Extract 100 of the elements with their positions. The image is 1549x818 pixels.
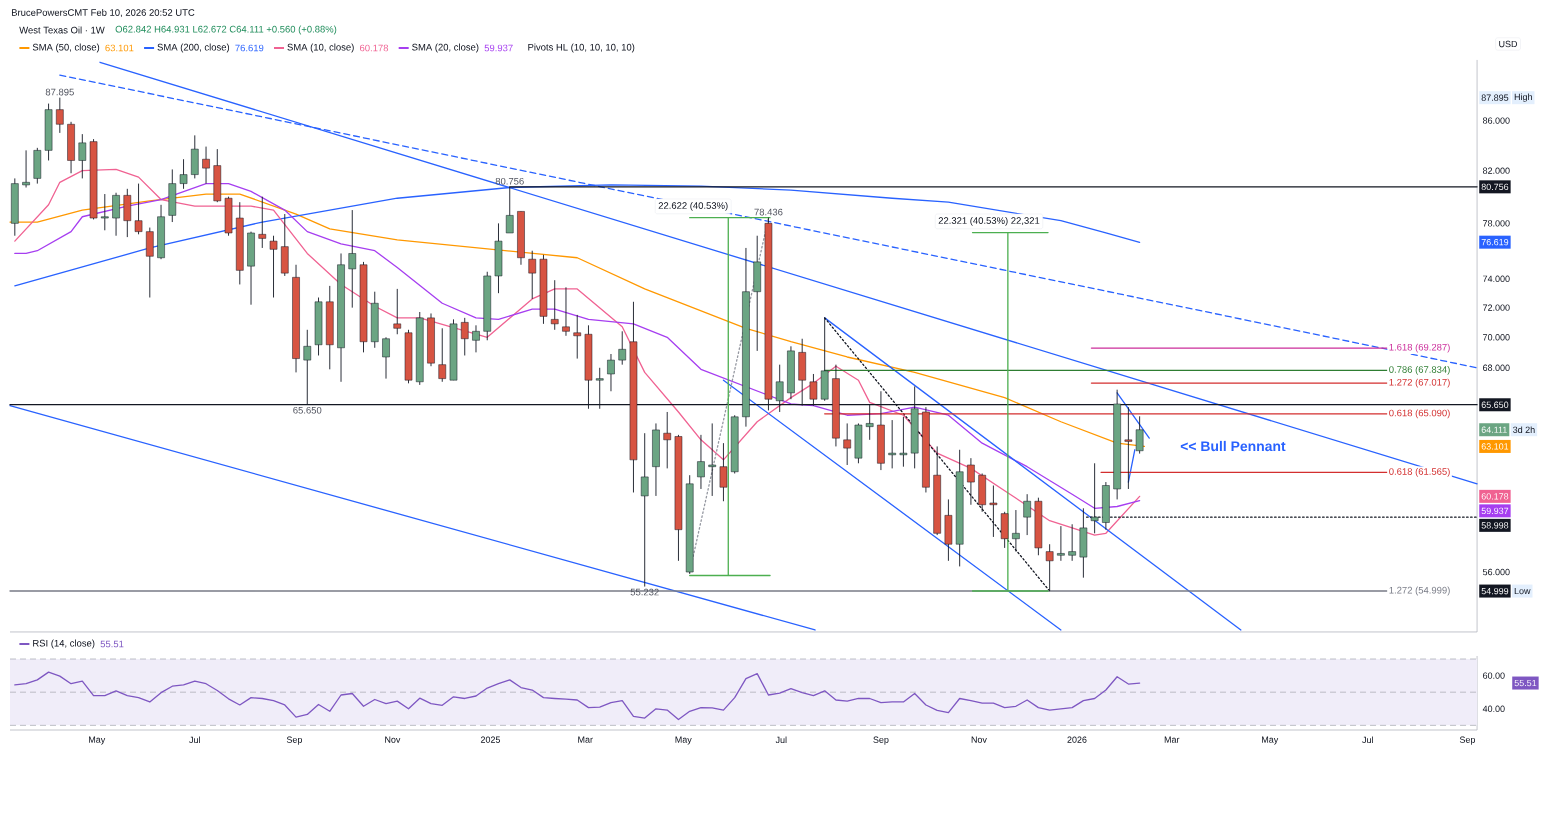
y-tick-label: 74.000 xyxy=(1483,275,1510,282)
candlestick xyxy=(22,149,30,188)
chart-title: West Texas Oil · 1W xyxy=(19,26,105,34)
series-label: 0.618 (61.565) xyxy=(1389,467,1450,477)
annotation: 76.619 xyxy=(1481,239,1509,246)
legend-label: SMA (200, close) xyxy=(157,43,230,53)
candlestick xyxy=(438,327,447,383)
candlestick xyxy=(663,411,671,469)
x-tick-label: Nov xyxy=(971,736,987,743)
candlestick xyxy=(550,279,559,331)
candlestick xyxy=(697,434,705,490)
legend-label: SMA (20, close) xyxy=(412,43,479,53)
text: High xyxy=(1514,93,1532,102)
candlestick xyxy=(202,146,210,185)
candlestick xyxy=(1023,493,1031,536)
text: 55.51 xyxy=(100,640,124,648)
y-tick-label: 56.000 xyxy=(1482,568,1510,576)
y-tick-label: 70.000 xyxy=(1483,334,1510,341)
annotation: << Bull Pennant xyxy=(1180,440,1286,452)
legend-label: RSI (14, close) xyxy=(33,639,95,649)
candlestick xyxy=(1135,415,1144,455)
candlestick xyxy=(888,419,896,469)
candlestick xyxy=(1124,406,1133,490)
x-tick-label: Sep xyxy=(286,736,303,745)
y-tick-label: 78.000 xyxy=(1483,220,1510,227)
x-tick-label: Jul xyxy=(1362,736,1373,744)
y-tick-label: 40.00 xyxy=(1482,705,1505,712)
x-tick-label: Sep xyxy=(1459,736,1476,745)
text: Pivots HL (10, 10, 10, 10) xyxy=(528,43,635,53)
text: BrucePowersCMT Feb 10, 2026 20:52 UTC xyxy=(11,8,195,18)
x-tick-label: 2025 xyxy=(480,736,501,743)
series-label: 1.272 (67.017) xyxy=(1389,378,1450,388)
text: 63.101 xyxy=(105,44,134,52)
candlestick xyxy=(472,324,480,353)
y-tick-label: 68.000 xyxy=(1483,364,1510,371)
candlestick xyxy=(899,416,908,468)
candlestick xyxy=(528,250,537,300)
y-tick-label: 86.000 xyxy=(1482,117,1510,124)
y-tick-label: 72.000 xyxy=(1483,304,1510,311)
chart-subtitle: O62.842 H64.931 L62.672 C64.111 +0.560 (+0.88%) xyxy=(115,25,337,35)
y-tick-label: 82.000 xyxy=(1482,167,1510,174)
annotation: 22.321 (40.53%) 22,321 xyxy=(938,216,1040,226)
text: 76.619 xyxy=(235,44,264,52)
candlestick xyxy=(101,193,109,231)
annotation: 63.101 xyxy=(1481,443,1509,450)
text: Low xyxy=(1514,587,1531,595)
annotation: 54.999 xyxy=(1481,587,1509,595)
x-tick-label: Jul xyxy=(189,736,200,744)
candlestick xyxy=(179,158,188,190)
annotation: 87.895 xyxy=(1481,94,1509,101)
x-tick-label: May xyxy=(1262,736,1279,745)
candlestick xyxy=(393,288,402,335)
candlestick xyxy=(562,286,570,337)
series-label: 0.786 (67.834) xyxy=(1389,365,1450,375)
x-tick-label: 2026 xyxy=(1067,736,1087,743)
candlestick xyxy=(78,133,87,179)
candlestick xyxy=(1068,523,1076,562)
candlestick xyxy=(348,209,357,309)
text: 59.937 xyxy=(1481,507,1509,515)
candlestick xyxy=(719,442,728,502)
candlestick xyxy=(382,336,390,380)
annotation: 87.895 xyxy=(45,88,74,96)
candlestick xyxy=(618,330,626,366)
annotation: 78.436 xyxy=(754,208,783,216)
candlestick xyxy=(989,485,998,538)
candlestick xyxy=(1012,509,1020,553)
candlestick xyxy=(56,97,64,134)
annotation: 22.622 (40.53%) xyxy=(658,201,728,211)
candlestick xyxy=(607,353,615,392)
x-tick-label: Jul xyxy=(775,736,787,744)
candlestick xyxy=(843,422,851,466)
candlestick xyxy=(460,317,469,356)
candlestick xyxy=(967,457,975,506)
candlestick xyxy=(708,422,716,497)
x-tick-label: May xyxy=(89,736,106,745)
candlestick xyxy=(640,432,649,588)
x-tick-label: May xyxy=(675,736,692,745)
annotation: 64.111 xyxy=(1481,426,1507,433)
annotation: 55.232 xyxy=(630,588,659,596)
candlestick xyxy=(112,192,120,237)
candlestick xyxy=(134,183,143,235)
annotation: 65.650 xyxy=(293,406,322,414)
text: 59.937 xyxy=(484,44,513,52)
legend-label: SMA (10, close) xyxy=(287,43,354,53)
text: USD xyxy=(1499,40,1518,48)
x-tick-label: Nov xyxy=(385,736,401,743)
y-tick-label: 60.00 xyxy=(1483,672,1505,679)
line-series xyxy=(14,671,1141,721)
candlestick xyxy=(269,235,278,298)
annotation: 60.178 xyxy=(1481,493,1509,500)
text: 3d 2h xyxy=(1513,426,1535,434)
series-label: 0.618 (65.090) xyxy=(1389,409,1450,419)
series-label: 1.272 (54.999) xyxy=(1389,586,1450,596)
text: 58.998 xyxy=(1481,522,1509,529)
candlestick xyxy=(258,196,267,249)
x-tick-label: Sep xyxy=(873,736,889,745)
series-label: 1.618 (69.287) xyxy=(1389,343,1450,353)
annotation: 80.756 xyxy=(1481,183,1509,191)
annotation: 80.756 xyxy=(495,177,524,185)
x-tick-label: Mar xyxy=(578,736,593,743)
